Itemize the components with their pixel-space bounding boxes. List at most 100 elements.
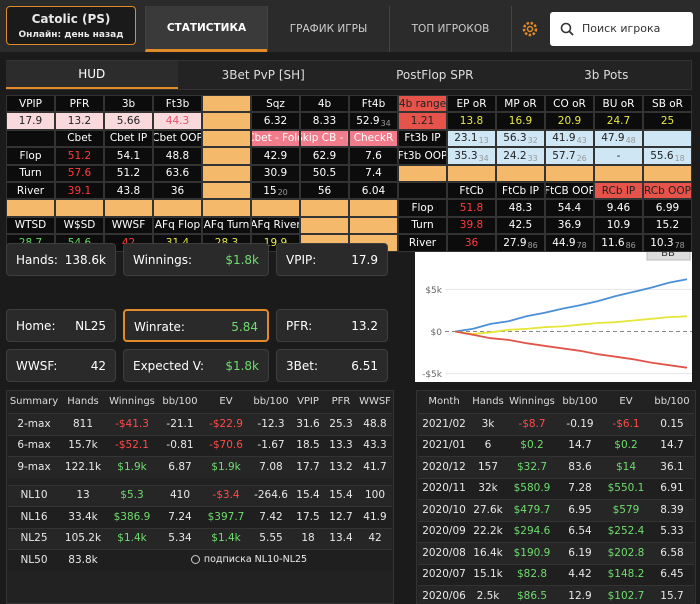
hud-cell: 9.46 [594, 199, 643, 217]
hud-cell: 57.6 [55, 164, 104, 182]
table-cell: $1.9k [117, 460, 147, 473]
table-cell: -0.19 [566, 417, 594, 430]
search-box[interactable]: Поиск игрока [550, 12, 693, 46]
table-cell: 0.15 [660, 417, 684, 430]
hud-value: 7.6 [365, 149, 382, 162]
hud-cell: 44.9 78 [545, 234, 594, 252]
hud-cell: 51.8 [447, 199, 496, 217]
hud-sample: 20 [277, 188, 288, 198]
table-row-bg [418, 520, 694, 542]
hud-value: 43.8 [116, 184, 141, 197]
hud-cell [202, 147, 251, 165]
hud-value: Turn [411, 219, 434, 232]
hud-cell [300, 216, 349, 235]
hud-value: 24.2 [503, 149, 527, 162]
hud-value: 11.6 [601, 236, 625, 249]
nav-tab[interactable]: СТАТИСТИКА [145, 6, 267, 52]
table-cell: -$6.1 [612, 417, 640, 430]
hud-value: 36 [170, 184, 185, 197]
hud-value: 3b [121, 97, 136, 110]
hud-cell [398, 182, 447, 200]
hud-cell: 36.9 [545, 216, 594, 235]
hud-value: Ft4b [361, 97, 386, 110]
stat-label: 3Bet: [286, 359, 318, 373]
hud-value: 7.4 [365, 167, 382, 180]
table-cell: 83.8k [68, 553, 98, 566]
y-tick-label: $0 [431, 328, 443, 338]
hud-value: 36.9 [557, 219, 582, 232]
hud-cell [202, 199, 251, 217]
hud-value: 6.99 [655, 202, 680, 215]
nav-tab[interactable]: ГРАФИК ИГРЫ [267, 6, 389, 52]
table-cell: 157 [477, 460, 499, 473]
hud-cell: SB oR [643, 95, 692, 113]
hud-value: 55.6 [650, 149, 674, 162]
table-row-bg [418, 434, 694, 456]
hud-value: 62.9 [312, 149, 337, 162]
table-cell: $32.7 [516, 460, 548, 473]
stat-value: 17.9 [351, 253, 378, 267]
hud-cell: PFR [55, 95, 104, 113]
hud-value: Skip CB - F [301, 132, 348, 145]
hud-cell: 47.9 48 [594, 129, 643, 148]
hud-cell [398, 164, 447, 182]
hud-sample: 43 [576, 136, 587, 146]
table-cell: -$3.4 [212, 489, 240, 502]
hud-cell [153, 199, 202, 217]
hud-cell: Ft3b [153, 95, 202, 113]
hud-cell: 35.3 34 [447, 147, 496, 165]
table-cell: -1.67 [257, 439, 285, 452]
table-cell: -$22.9 [209, 417, 243, 430]
stat-box: Winnings: $1.8k [123, 243, 269, 276]
hud-value: MP oR [504, 97, 537, 110]
table-cell: $1.4k [211, 532, 241, 545]
hud-cell: 4b range [398, 95, 447, 113]
stat-label: Hands: [16, 253, 58, 267]
hud-cell: BU oR [594, 95, 643, 113]
hud-cell: 42.9 [251, 147, 300, 165]
hud-cell [202, 164, 251, 182]
table-cell: 12.7 [329, 510, 353, 523]
hud-cell [6, 129, 55, 148]
stat-label: PFR: [286, 319, 313, 333]
hud-cell: 30.9 [251, 164, 300, 182]
hud-cell [594, 164, 643, 182]
hud-sample: 86 [625, 240, 636, 250]
hud-sample: 48 [625, 136, 636, 146]
hud-cell: 57.7 26 [545, 147, 594, 165]
hud-cell: AFq Turn [202, 216, 251, 235]
table-cell: 15.7k [68, 439, 98, 452]
nav-tab[interactable]: ТОП ИГРОКОВ [389, 6, 511, 52]
table-cell: 6.54 [568, 525, 592, 538]
hud-cell: Ft4b [349, 95, 398, 113]
table-header: WWSF [359, 396, 391, 407]
hud-value: AFq Turn [203, 219, 250, 232]
subtab[interactable]: HUD [6, 61, 178, 89]
hud-cell [55, 199, 104, 217]
hud-value: 15.2 [655, 219, 680, 232]
hud-cell: River [6, 182, 55, 200]
hud-value: Sqz [266, 97, 285, 110]
hud-cell: 48.8 [153, 147, 202, 165]
hud-value: SB oR [652, 97, 683, 110]
hud-cell: WTSD [6, 216, 55, 235]
subtab[interactable]: PostFlop SPR [396, 68, 474, 82]
table-row-bg [418, 499, 694, 521]
subtab[interactable]: 3b Pots [584, 68, 629, 82]
table-cell: 15.1k [473, 568, 503, 581]
hud-cell: 17.9 [6, 112, 55, 130]
hud-value: 9.46 [606, 202, 631, 215]
hud-value: 56.3 [503, 132, 527, 145]
hud-cell: RCb IP [594, 182, 643, 200]
hud-cell: 48.3 [496, 199, 545, 217]
subtab[interactable]: 3Bet PvP [SH] [221, 68, 305, 82]
hud-cell: Turn [6, 164, 55, 182]
user-box[interactable]: Catolic (PS) Онлайн: день назад [6, 6, 136, 45]
hud-value: 4b [317, 97, 332, 110]
table-cell: $580.9 [513, 482, 551, 495]
hud-value: 56 [317, 184, 332, 197]
table-cell: $190.9 [513, 546, 551, 559]
table-cell: 42 [368, 532, 382, 545]
settings-icon[interactable] [521, 20, 539, 38]
table-row-bg [8, 434, 392, 456]
